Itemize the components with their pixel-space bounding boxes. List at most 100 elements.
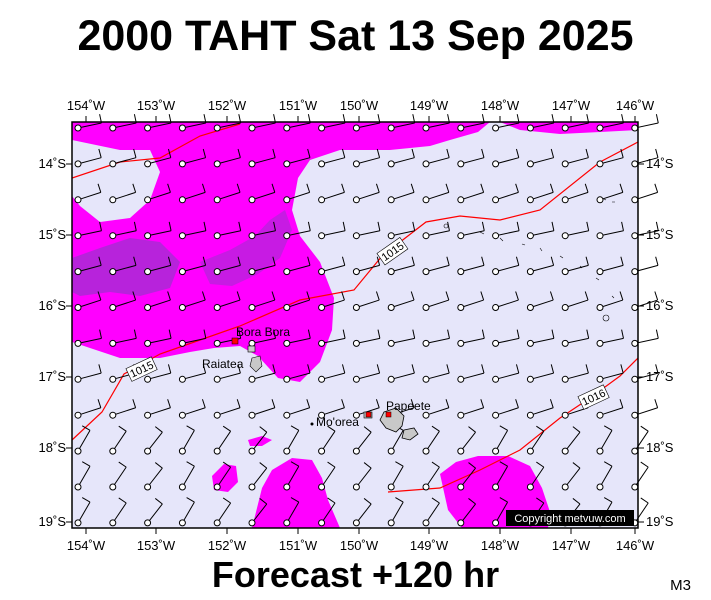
wind-barb xyxy=(352,183,380,204)
wind-barb xyxy=(318,183,345,204)
wind-barb xyxy=(318,364,346,383)
wind-barb xyxy=(352,426,372,455)
lat-label-right: 17˚S xyxy=(646,369,674,384)
wind-barb xyxy=(352,291,380,311)
wind-barb xyxy=(144,256,172,276)
wind-barb xyxy=(248,462,268,491)
wind-barb xyxy=(213,364,241,383)
atoll xyxy=(479,197,615,299)
wind-barb xyxy=(178,148,207,168)
wind-barb xyxy=(422,364,450,383)
wind-barb xyxy=(596,399,624,419)
wind-barb xyxy=(387,425,404,455)
lon-label-bottom: 146˚W xyxy=(616,538,655,553)
wind-barb xyxy=(457,498,476,527)
copyright-box: Copyright metvuw.com xyxy=(506,510,634,526)
wind-barb xyxy=(178,497,195,527)
lat-labels-right: 14˚S 15˚S 16˚S 17˚S 18˚S 19˚S xyxy=(646,156,674,529)
wind-barb xyxy=(213,114,242,132)
isobar-line-1015-north xyxy=(72,123,241,179)
wind-barb xyxy=(283,461,300,491)
wind-barb xyxy=(457,291,485,311)
wind-barb xyxy=(213,183,241,204)
red-marker xyxy=(231,337,239,345)
wind-barb xyxy=(526,256,555,276)
wind-barb xyxy=(387,329,416,347)
wind-barb xyxy=(457,399,485,419)
page-title: 2000 TAHT Sat 13 Sep 2025 xyxy=(77,12,634,60)
wind-barb xyxy=(457,221,485,240)
wind-barb xyxy=(526,425,545,455)
wind-barb xyxy=(248,148,276,168)
wind-barb xyxy=(387,461,404,491)
wind-barb xyxy=(213,425,232,455)
wind-barb xyxy=(422,148,450,168)
wind-barb xyxy=(318,497,336,527)
wind-barb xyxy=(457,329,485,347)
wind-barb xyxy=(109,221,137,240)
lat-label-left: 14˚S xyxy=(39,156,67,171)
wind-barb xyxy=(144,426,163,455)
wind-barb xyxy=(178,183,206,204)
lat-label-left: 18˚S xyxy=(39,440,67,455)
wind-barb xyxy=(109,148,137,168)
wind-barb xyxy=(526,183,554,204)
lon-label-top: 152˚W xyxy=(208,98,247,113)
wind-barb xyxy=(318,256,346,276)
wind-barb xyxy=(213,329,242,347)
wind-barb xyxy=(178,256,207,276)
wind-barb xyxy=(631,461,649,491)
wind-barb xyxy=(422,221,450,240)
wind-barb xyxy=(561,221,590,240)
wind-barb xyxy=(492,399,519,419)
map-frame xyxy=(71,121,639,529)
wind-barb xyxy=(631,425,649,455)
tahiti-peninsula xyxy=(401,427,419,441)
wind-barb xyxy=(387,183,415,204)
wind-barb xyxy=(109,461,127,491)
wind-barb xyxy=(283,497,300,527)
wind-barb xyxy=(74,221,102,240)
wind-barb xyxy=(526,291,554,311)
wind-barb xyxy=(457,364,485,383)
wind-barb xyxy=(596,364,624,383)
wind-barb xyxy=(283,399,311,419)
lon-label-bottom: 152˚W xyxy=(208,538,247,553)
wind-barb xyxy=(631,399,659,419)
wind-barb xyxy=(248,221,276,240)
lat-labels-left: 14˚S 15˚S 16˚S 17˚S 18˚S 19˚S xyxy=(39,156,67,529)
lon-labels-top: 154˚W 153˚W 152˚W 151˚W 150˚W 149˚W 148˚… xyxy=(67,98,655,113)
red-marker xyxy=(365,411,372,418)
wind-barb xyxy=(596,183,624,204)
wind-barb xyxy=(144,399,171,419)
lon-label-top: 148˚W xyxy=(481,98,520,113)
wind-barb xyxy=(213,291,241,311)
wind-barb xyxy=(144,114,172,132)
wind-barb xyxy=(74,148,102,168)
wind-barb xyxy=(457,114,485,132)
lat-label-right: 19˚S xyxy=(646,514,674,529)
wind-barb xyxy=(492,425,509,455)
lat-label-left: 15˚S xyxy=(39,227,67,242)
wind-barb xyxy=(457,426,476,455)
wind-barb xyxy=(387,221,416,240)
wind-barb xyxy=(492,364,520,383)
lon-label-top: 146˚W xyxy=(616,98,655,113)
wind-barb xyxy=(422,183,450,204)
wind-barb xyxy=(74,256,102,276)
lat-label-right: 18˚S xyxy=(646,440,674,455)
wind-barb xyxy=(144,462,163,491)
lon-label-bottom: 151˚W xyxy=(279,538,318,553)
wind-barb xyxy=(561,148,589,168)
lat-label-left: 19˚S xyxy=(39,514,67,529)
islands-layer xyxy=(231,197,615,441)
wind-barb xyxy=(596,256,624,276)
lon-labels-bottom: 154˚W 153˚W 152˚W 151˚W 150˚W 149˚W 148˚… xyxy=(67,538,655,553)
lon-label-bottom: 147˚W xyxy=(552,538,591,553)
wind-barb xyxy=(248,114,276,132)
wind-barb xyxy=(213,256,241,276)
wind-barb xyxy=(74,364,102,383)
wind-barb xyxy=(387,148,415,168)
wind-barb xyxy=(526,399,554,419)
lon-label-top: 150˚W xyxy=(340,98,379,113)
